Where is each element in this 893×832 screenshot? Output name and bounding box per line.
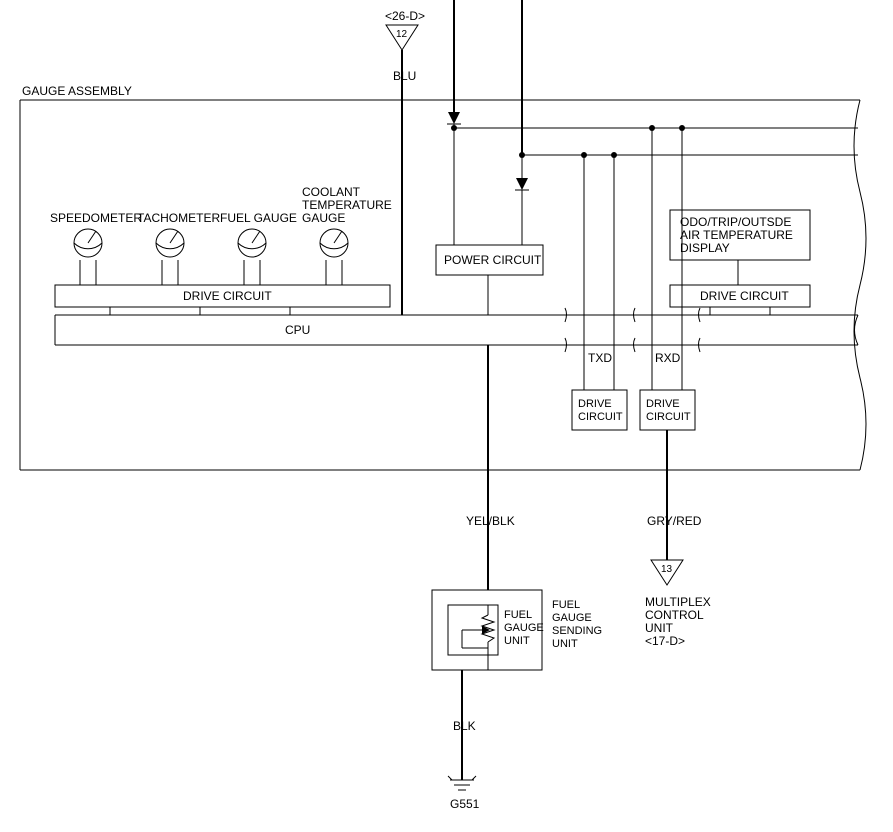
svg-text:FUEL GAUGE: FUEL GAUGE <box>220 211 297 225</box>
svg-text:TACHOMETER: TACHOMETER <box>137 211 220 225</box>
coolant-label-1: COOLANT <box>302 185 361 199</box>
txd-drive-2: CIRCUIT <box>578 411 623 423</box>
ground-label: G551 <box>450 797 480 811</box>
wire-blu-label: BLU <box>393 69 416 83</box>
fuel-send-1: FUEL <box>552 599 580 611</box>
svg-text:SPEEDOMETER: SPEEDOMETER <box>50 211 142 225</box>
mcu-label-2: CONTROL <box>645 608 704 622</box>
mcu-label-1: MULTIPLEX <box>645 595 711 609</box>
fuel-send-3: SENDING <box>552 625 602 637</box>
mcu-label-3: UNIT <box>645 621 674 635</box>
rxd-label: RXD <box>655 351 681 365</box>
rxd-drive-2: CIRCUIT <box>646 411 691 423</box>
txd-drive-box <box>572 390 627 430</box>
rxd-drive-1: DRIVE <box>646 398 680 410</box>
drive-circuit-left-label: DRIVE CIRCUIT <box>183 289 272 303</box>
gauge-assembly-label: GAUGE ASSEMBLY <box>22 84 132 98</box>
connector-12: 12 <box>386 25 418 50</box>
power-circuit-label: POWER CIRCUIT <box>444 253 542 267</box>
fuel-send-4: UNIT <box>552 638 578 650</box>
cpu-label: CPU <box>285 323 310 337</box>
pin-12: 12 <box>396 29 408 40</box>
wiring-diagram: <26-D> 12 BLU GAUGE ASSEMBLY <box>0 0 893 832</box>
fuel-send-2: GAUGE <box>552 612 592 624</box>
fuel-gauge-unit-3: UNIT <box>504 635 530 647</box>
odo-label-1: ODO/TRIP/OUTSDE <box>680 215 791 229</box>
drive-circuit-right-label: DRIVE CIRCUIT <box>700 289 789 303</box>
gauge-speedometer: SPEEDOMETER <box>50 211 142 285</box>
gauge-tachometer: TACHOMETER <box>137 211 220 285</box>
pin-13: 13 <box>661 564 673 575</box>
connector-13: 13 <box>651 560 683 585</box>
odo-label-2: AIR TEMPERATURE <box>680 228 793 242</box>
ref-26d-label: <26-D> <box>385 9 425 23</box>
mcu-label-4: <17-D> <box>645 634 685 648</box>
txd-drive-1: DRIVE <box>578 398 612 410</box>
coolant-label-2: TEMPERATURE <box>302 198 392 212</box>
gauge-fuel: FUEL GAUGE <box>220 211 297 285</box>
fuel-gauge-unit-1: FUEL <box>504 609 532 621</box>
cpu-bar <box>55 308 858 352</box>
txd-label: TXD <box>588 351 612 365</box>
odo-label-3: DISPLAY <box>680 241 730 255</box>
wire-yelblk-label: YEL/BLK <box>466 514 515 528</box>
rxd-drive-box <box>640 390 695 430</box>
wire-blk-label: BLK <box>453 719 476 733</box>
gauge-coolant <box>320 229 348 285</box>
coolant-label-3: GAUGE <box>302 211 345 225</box>
fuel-gauge-unit-2: GAUGE <box>504 622 544 634</box>
variable-resistor-icon <box>462 605 494 655</box>
wire-gryred-label: GRY/RED <box>647 514 702 528</box>
